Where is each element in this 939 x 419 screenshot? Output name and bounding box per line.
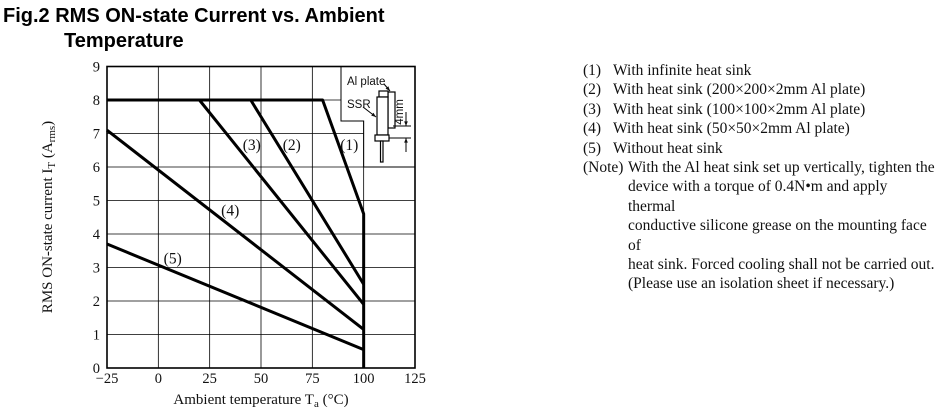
inset-mounting-diagram: Al plate SSR 4mm	[347, 76, 411, 163]
legend-note: (Note) With the Al heat sink set up vert…	[583, 158, 935, 294]
plot-frame	[106, 65, 416, 369]
svg-text:25: 25	[202, 371, 217, 387]
legend-note-text: With the Al heat sink set up vertically,…	[628, 159, 935, 293]
legend-marker: (5)	[583, 139, 602, 157]
legend-text-block: (1) With infinite heat sink (2) With hea…	[583, 61, 935, 294]
svg-text:7: 7	[93, 127, 100, 143]
curves: (1) (2) (3) (4) (5)	[106, 98, 366, 368]
figure-title-line2: Temperature	[64, 30, 184, 52]
legend-item-text: With heat sink (200×200×2mm Al plate)	[613, 81, 866, 99]
figure-title-line1: Fig.2 RMS ON-state Current vs. Ambient	[3, 5, 385, 27]
svg-text:3: 3	[93, 261, 100, 277]
figure-title: Fig.2 RMS ON-state Current vs. Ambient T…	[3, 4, 385, 54]
legend-item: (1) With infinite heat sink	[583, 61, 935, 80]
curve-label-(3): (3)	[243, 137, 261, 154]
legend-item: (2) With heat sink (200×200×2mm Al plate…	[583, 80, 935, 99]
svg-text:125: 125	[404, 371, 426, 387]
legend-marker: (3)	[583, 100, 602, 118]
x-axis-title: Ambient temperature Ta (°C)	[173, 392, 348, 410]
svg-text:5: 5	[93, 194, 100, 210]
svg-text:0: 0	[93, 361, 100, 377]
svg-text:75: 75	[305, 371, 320, 387]
curve-label-(4): (4)	[221, 203, 239, 220]
svg-text:100: 100	[353, 371, 375, 387]
svg-text:8: 8	[93, 93, 100, 109]
rms-current-vs-temperature-chart: (1)(2)(3)(4)(5)−25 0 25 50 75 100 125012345678…	[40, 60, 426, 411]
legend-item: (3) With heat sink (100×100×2mm Al plate…	[583, 100, 935, 119]
svg-text:50: 50	[254, 371, 269, 387]
svg-text:4: 4	[93, 227, 101, 243]
dimension-4mm-label: 4mm	[394, 99, 406, 125]
svg-text:6: 6	[93, 160, 100, 176]
legend-marker: (1)	[583, 62, 602, 79]
legend-item: (4) With heat sink (50×50×2mm Al plate)	[583, 119, 935, 138]
y-axis-title: RMS ON-state current IT (Arms)	[40, 121, 58, 313]
legend-item-text: With infinite heat sink	[613, 62, 752, 79]
curve-(3)	[107, 98, 365, 306]
legend-marker: (2)	[583, 81, 602, 99]
ssr-label: SSR	[347, 99, 371, 111]
curve-label-(5): (5)	[164, 250, 182, 267]
svg-text:1: 1	[93, 328, 100, 344]
curve-label-(2): (2)	[283, 137, 301, 154]
legend-item-text: With heat sink (100×100×2mm Al plate)	[613, 100, 866, 118]
svg-text:9: 9	[93, 60, 100, 76]
legend-note-marker: (Note)	[583, 159, 624, 177]
svg-text:2: 2	[93, 294, 100, 310]
curve-(5)	[106, 242, 365, 351]
legend-item-text: Without heat sink	[613, 139, 723, 157]
svg-text:−25: −25	[96, 371, 119, 387]
svg-text:0: 0	[155, 371, 162, 387]
legend-marker: (4)	[583, 120, 602, 138]
curve-label-(1): (1)	[340, 137, 358, 154]
curve-(4)	[106, 128, 365, 331]
legend-item-text: With heat sink (50×50×2mm Al plate)	[613, 120, 850, 138]
al-plate-label: Al plate	[347, 76, 385, 88]
legend-item: (5) Without heat sink	[583, 139, 935, 158]
